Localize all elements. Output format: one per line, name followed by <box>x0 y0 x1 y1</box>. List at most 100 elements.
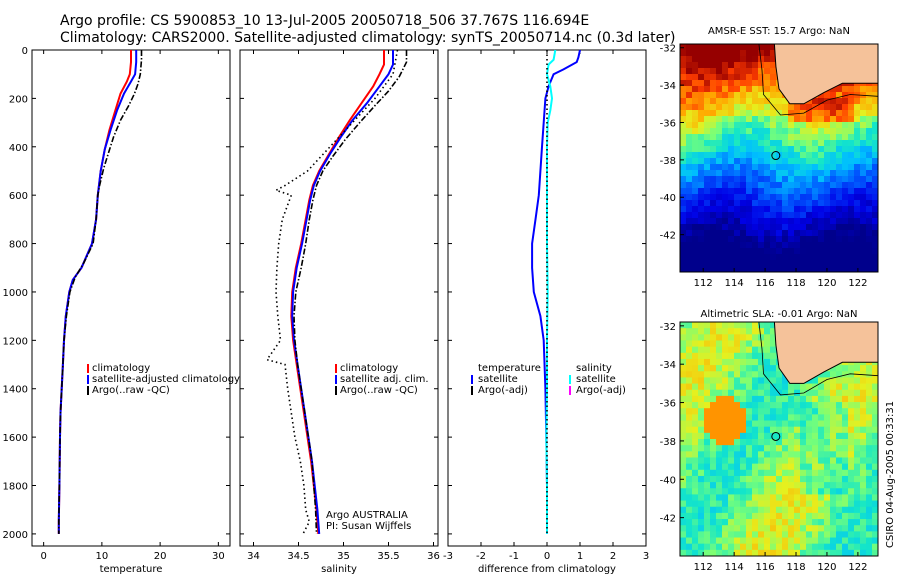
sst-field-cell <box>758 158 765 165</box>
sst-field-cell <box>740 200 747 207</box>
sst-field-cell <box>854 200 861 207</box>
sla-field-cell <box>866 537 873 545</box>
sst-field-cell <box>872 134 879 141</box>
sla-field-cell <box>680 328 687 335</box>
sst-field-cell <box>848 182 855 189</box>
sst-field-cell <box>746 68 753 75</box>
sla-field-cell <box>728 543 735 551</box>
sst-field-cell <box>746 74 753 81</box>
sst-field-cell <box>710 98 717 105</box>
sst-field-cell <box>872 176 879 183</box>
sst-field-cell <box>698 248 705 255</box>
sla-field-cell <box>680 469 687 477</box>
temperature-ytick-label: 1200 <box>3 336 28 347</box>
sla-field-cell <box>704 519 711 526</box>
sst-field-cell <box>782 218 789 225</box>
sst-field-cell <box>776 152 783 159</box>
sst-field-cell <box>704 110 711 117</box>
sla-field-cell <box>824 500 831 508</box>
sst-field-cell <box>836 98 843 105</box>
sla-field-cell <box>866 451 873 458</box>
sla-field-cell <box>692 488 699 495</box>
sst-field-cell <box>818 104 825 111</box>
sla-field-cell <box>698 531 705 538</box>
sla-field-cell <box>710 346 717 354</box>
sla-field-cell <box>806 512 813 520</box>
sst-field-cell <box>848 236 855 243</box>
sla-field-cell <box>854 482 861 489</box>
sst-field-cell <box>752 230 759 237</box>
sst-field-cell <box>752 98 759 105</box>
sla-field-cell <box>698 512 705 520</box>
sst-field-cell <box>770 170 777 177</box>
sla-field-cell <box>770 439 777 446</box>
sst-field-cell <box>680 266 687 273</box>
sla-field-cell <box>704 549 711 557</box>
sst-field-cell <box>830 134 837 141</box>
sst-field-cell <box>746 188 753 195</box>
sst-field-cell <box>776 182 783 189</box>
sst-field-cell <box>692 140 699 147</box>
sst-field-cell <box>788 122 795 129</box>
sla-field-cell <box>704 426 711 434</box>
sla-field-cell <box>704 506 711 514</box>
sla-field-cell <box>716 537 723 545</box>
sla-field-cell <box>830 512 837 520</box>
sla-field-cell <box>692 377 699 384</box>
sla-field-cell <box>788 432 795 440</box>
sla-field-cell <box>704 494 711 501</box>
sla-field-cell <box>866 371 873 378</box>
sst-field-cell <box>860 182 867 189</box>
sst-field-cell <box>836 212 843 219</box>
sla-field-cell <box>692 358 699 366</box>
sst-field-cell <box>728 200 735 207</box>
sst-field-cell <box>698 224 705 231</box>
sst-field-cell <box>866 116 873 123</box>
sla-field-cell <box>788 469 795 477</box>
sst-field-cell <box>740 254 747 261</box>
sst-field-cell <box>830 266 837 273</box>
sla-field-cell <box>722 334 729 341</box>
sst-field-cell <box>824 242 831 249</box>
sla-field-cell <box>764 340 771 348</box>
sst-field-cell <box>860 98 867 105</box>
sst-field-cell <box>812 134 819 141</box>
sla-field-cell <box>764 389 771 397</box>
sst-field-cell <box>692 44 699 51</box>
sst-field-cell <box>704 134 711 141</box>
sla-field-cell <box>866 482 873 489</box>
sst-field-cell <box>788 236 795 243</box>
sla-field-cell <box>746 365 753 372</box>
sla-field-cell <box>716 328 723 335</box>
sst-field-cell <box>824 104 831 111</box>
sst-field-cell <box>686 104 693 111</box>
sla-field-cell <box>758 389 765 397</box>
sst-field-cell <box>782 182 789 189</box>
sst-field-cell <box>728 236 735 243</box>
sla-field-cell <box>686 346 693 354</box>
sst-field-cell <box>698 110 705 117</box>
sla-field-cell <box>740 549 747 557</box>
sla-field-cell <box>716 408 723 415</box>
sst-field-cell <box>764 62 771 69</box>
sla-field-cell <box>716 457 723 465</box>
sla-field-cell <box>812 383 819 391</box>
sla-field-cell <box>818 451 825 458</box>
sla-field-cell <box>686 457 693 465</box>
sla-field-cell <box>854 420 861 428</box>
sla-field-cell <box>794 537 801 545</box>
sla-field-cell <box>830 414 837 421</box>
sla-field-cell <box>830 494 837 501</box>
sst-field-cell <box>686 140 693 147</box>
sla-field-cell <box>788 531 795 538</box>
sla-field-cell <box>716 340 723 348</box>
sst-field-cell <box>752 200 759 207</box>
sla-field-cell <box>680 322 687 329</box>
sst-field-cell <box>728 92 735 99</box>
sla-field-cell <box>854 408 861 415</box>
sla-field-cell <box>710 383 717 391</box>
sla-field-cell <box>800 402 807 409</box>
sst-field-cell <box>824 146 831 153</box>
sla-field-cell <box>794 519 801 526</box>
sst-field-cell <box>752 134 759 141</box>
